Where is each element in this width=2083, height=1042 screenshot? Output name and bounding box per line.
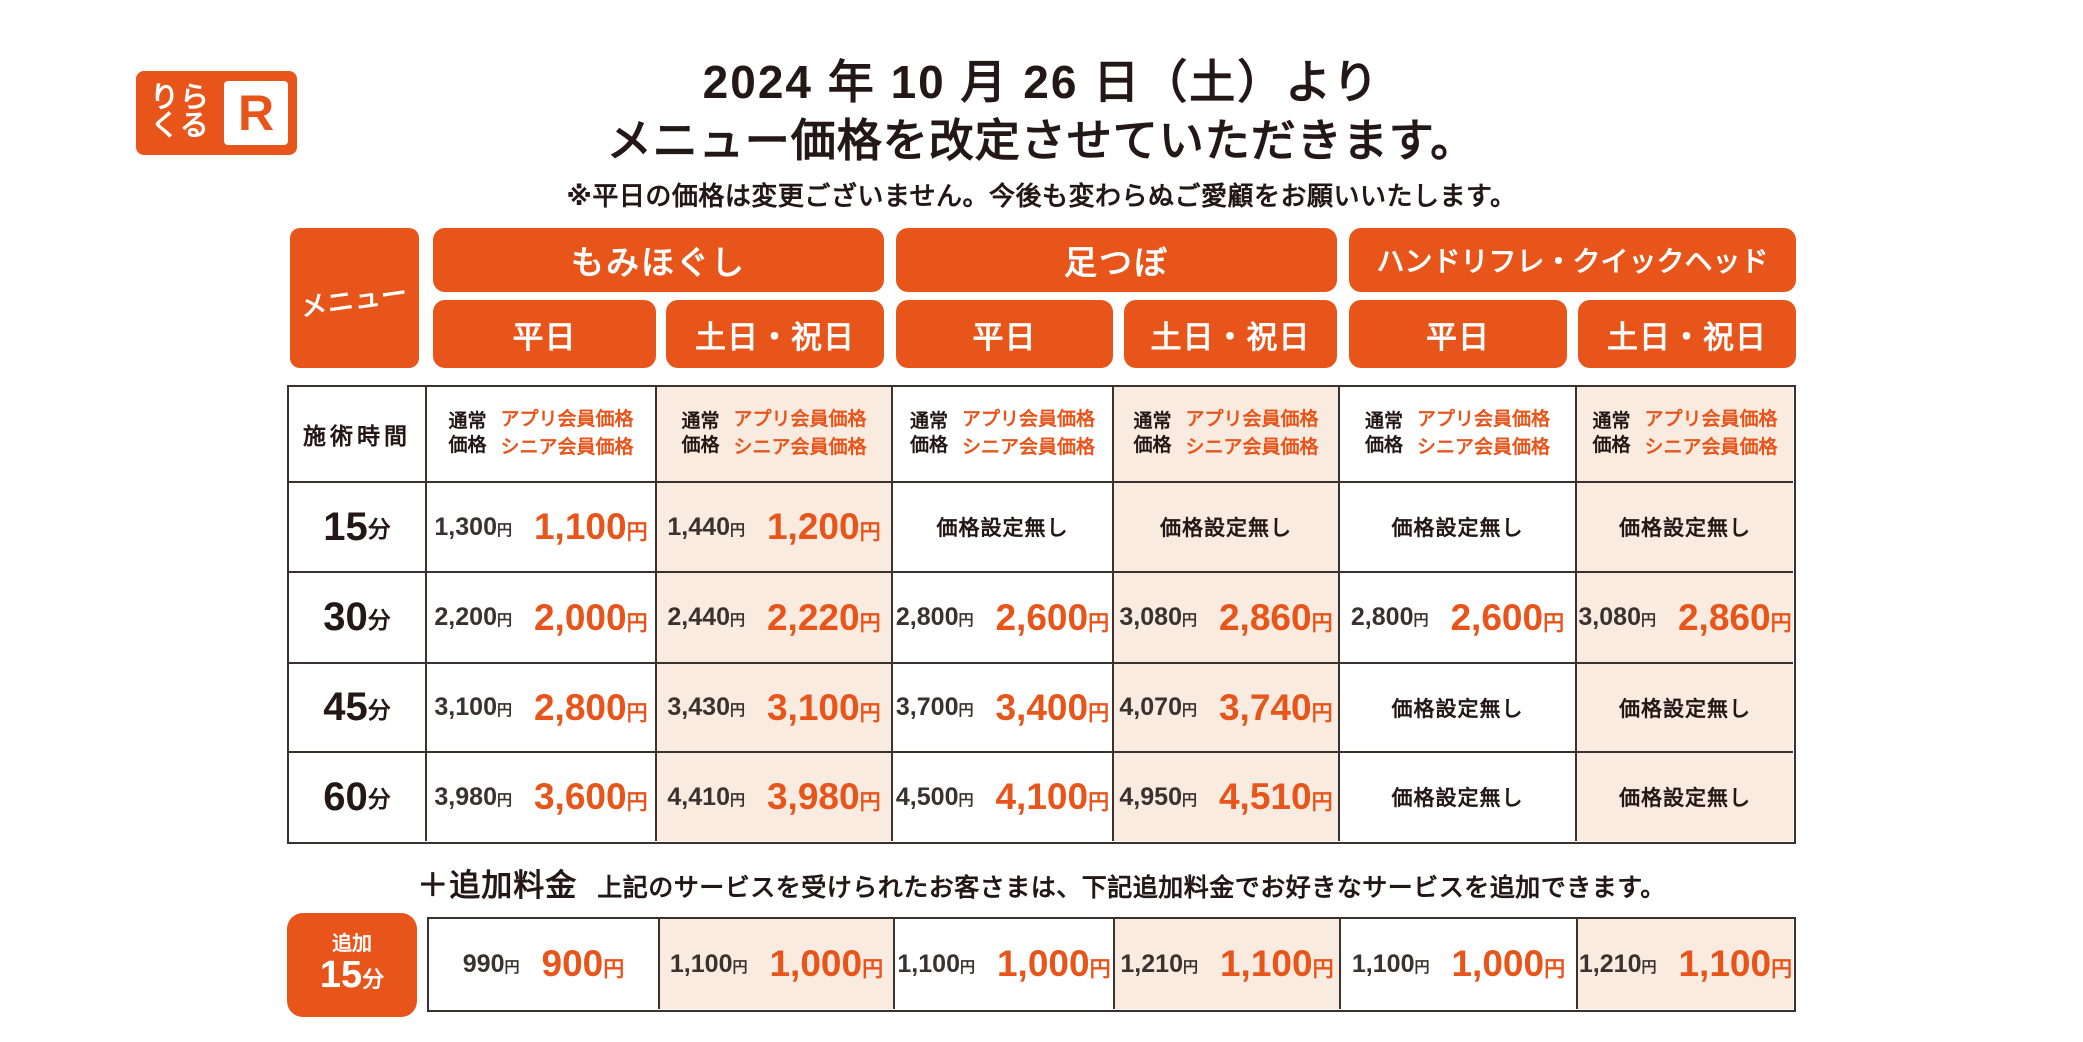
no-price-cell: 価格設定無し bbox=[1338, 662, 1575, 751]
menu-header-cell: メニュー bbox=[290, 228, 419, 368]
addon-heading-description: 上記のサービスを受けられたお客さまは、下記追加料金でお好きなサービスを追加できま… bbox=[597, 874, 1666, 902]
price-type-header: 通常 価格 アプリ会員価格 シニア会員価格 bbox=[1338, 387, 1575, 481]
day-header-weekday-1: 平日 bbox=[433, 300, 656, 368]
price-cell: 2,800円 2,600円 bbox=[891, 571, 1112, 662]
no-price-cell: 価格設定無し bbox=[1338, 481, 1575, 571]
price-cell: 2,200円 2,000円 bbox=[425, 571, 655, 662]
price-cell: 1,440円 1,200円 bbox=[655, 481, 891, 571]
price-type-header: 通常 価格 アプリ会員価格 シニア会員価格 bbox=[1575, 387, 1793, 481]
addon-price-table: 990円 900円 1,100円 1,000円 1,100円 1,000円 1,210… bbox=[427, 917, 1796, 1012]
addon-heading-title: ＋追加料金 bbox=[417, 868, 578, 903]
price-type-header: 通常 価格 アプリ会員価格 シニア会員価格 bbox=[1112, 387, 1338, 481]
no-price-cell: 価格設定無し bbox=[1575, 481, 1793, 571]
logo-r-letter: R bbox=[237, 85, 275, 141]
member-price-label: アプリ会員価格 シニア会員価格 bbox=[1644, 408, 1778, 459]
price-cell: 3,980円 3,600円 bbox=[425, 751, 655, 841]
price-type-header: 通常 価格 アプリ会員価格 シニア会員価格 bbox=[891, 387, 1112, 481]
normal-price-label: 通常 価格 bbox=[1592, 411, 1631, 456]
logo-kana-line2: くる bbox=[150, 110, 210, 142]
group-header-handrefle-quickhead: ハンドリフレ・クイックヘッド bbox=[1349, 228, 1796, 292]
price-cell: 3,080円 2,860円 bbox=[1575, 571, 1793, 662]
group-header-momihogushi: もみほぐし bbox=[433, 228, 884, 292]
addon-price-cell: 1,210円 1,100円 bbox=[1576, 919, 1793, 1009]
price-cell: 3,080円 2,860円 bbox=[1112, 571, 1338, 662]
addon-price-cell: 990円 900円 bbox=[429, 919, 658, 1009]
time-row-label-60: 60 分 bbox=[289, 751, 425, 841]
no-price-cell: 価格設定無し bbox=[1575, 662, 1793, 751]
price-cell: 4,410円 3,980円 bbox=[655, 751, 891, 841]
day-header-weekend-2: 土日・祝日 bbox=[1124, 300, 1337, 368]
addon-price-cell: 1,210円 1,100円 bbox=[1113, 919, 1339, 1009]
price-type-header: 通常 価格 アプリ会員価格 シニア会員価格 bbox=[655, 387, 891, 481]
price-type-header: 通常 価格 アプリ会員価格 シニア会員価格 bbox=[425, 387, 655, 481]
day-header-weekend-3: 土日・祝日 bbox=[1578, 300, 1796, 368]
group-header-ashitsubo: 足つぼ bbox=[896, 228, 1337, 292]
logo-kana-text: りら くる bbox=[136, 82, 224, 142]
price-cell: 3,430円 3,100円 bbox=[655, 662, 891, 751]
normal-price-label: 通常 価格 bbox=[681, 411, 720, 456]
normal-price-label: 通常 価格 bbox=[1133, 411, 1172, 456]
member-price-label: アプリ会員価格 シニア会員価格 bbox=[500, 408, 634, 459]
price-cell: 4,500円 4,100円 bbox=[891, 751, 1112, 841]
member-price-label: アプリ会員価格 シニア会員価格 bbox=[1417, 408, 1551, 459]
price-cell: 3,100円 2,800円 bbox=[425, 662, 655, 751]
addon-time-small-label: 追加 bbox=[332, 933, 372, 956]
day-header-weekday-3: 平日 bbox=[1349, 300, 1567, 368]
day-header-weekday-2: 平日 bbox=[896, 300, 1113, 368]
normal-price-label: 通常 価格 bbox=[909, 411, 948, 456]
member-price-label: アプリ会員価格 シニア会員価格 bbox=[1185, 408, 1319, 459]
normal-price-label: 通常 価格 bbox=[1364, 411, 1403, 456]
title-note: ※平日の価格は変更ございません。今後も変わらぬご愛顧をお願いいたします。 bbox=[566, 181, 1517, 211]
rirakuru-logo: りら くる R bbox=[136, 71, 297, 155]
member-price-label: アプリ会員価格 シニア会員価格 bbox=[733, 408, 867, 459]
no-price-cell: 価格設定無し bbox=[1338, 751, 1575, 841]
no-price-cell: 価格設定無し bbox=[1575, 751, 1793, 841]
normal-price-label: 通常 価格 bbox=[448, 411, 487, 456]
time-row-label-30: 30 分 bbox=[289, 571, 425, 662]
member-price-label: アプリ会員価格 シニア会員価格 bbox=[962, 408, 1096, 459]
title-main-line: メニュー価格を改定させていただきます。 bbox=[606, 115, 1477, 166]
price-cell: 2,440円 2,220円 bbox=[655, 571, 891, 662]
title-date-line: 2024 年 10 月 26 日（土）より bbox=[702, 56, 1381, 108]
addon-time-big-label: 15分 bbox=[319, 954, 385, 997]
addon-heading: ＋追加料金 上記のサービスを受けられたお客さまは、下記追加料金でお好きなサービスを… bbox=[0, 860, 2083, 905]
price-table: 施術時間 通常 価格 アプリ会員価格 シニア会員価格 通常 価格 アプリ会員価格 シニア… bbox=[287, 385, 1796, 844]
addon-time-badge: 追加 15分 bbox=[287, 913, 417, 1017]
addon-price-cell: 1,100円 1,000円 bbox=[893, 919, 1113, 1009]
no-price-cell: 価格設定無し bbox=[891, 481, 1112, 571]
time-row-label-15: 15 分 bbox=[289, 481, 425, 571]
logo-r-mark: R bbox=[224, 81, 288, 145]
no-price-cell: 価格設定無し bbox=[1112, 481, 1338, 571]
price-cell: 4,070円 3,740円 bbox=[1112, 662, 1338, 751]
time-column-header: 施術時間 bbox=[289, 387, 425, 481]
addon-price-cell: 1,100円 1,000円 bbox=[658, 919, 893, 1009]
price-cell: 2,800円 2,600円 bbox=[1338, 571, 1575, 662]
time-row-label-45: 45 分 bbox=[289, 662, 425, 751]
addon-price-cell: 1,100円 1,000円 bbox=[1339, 919, 1576, 1009]
price-cell: 3,700円 3,400円 bbox=[891, 662, 1112, 751]
day-header-weekend-1: 土日・祝日 bbox=[666, 300, 884, 368]
logo-kana-line1: りら bbox=[149, 82, 210, 115]
price-cell: 1,300円 1,100円 bbox=[425, 481, 655, 571]
price-cell: 4,950円 4,510円 bbox=[1112, 751, 1338, 841]
menu-header-label: メニュー bbox=[299, 277, 411, 322]
